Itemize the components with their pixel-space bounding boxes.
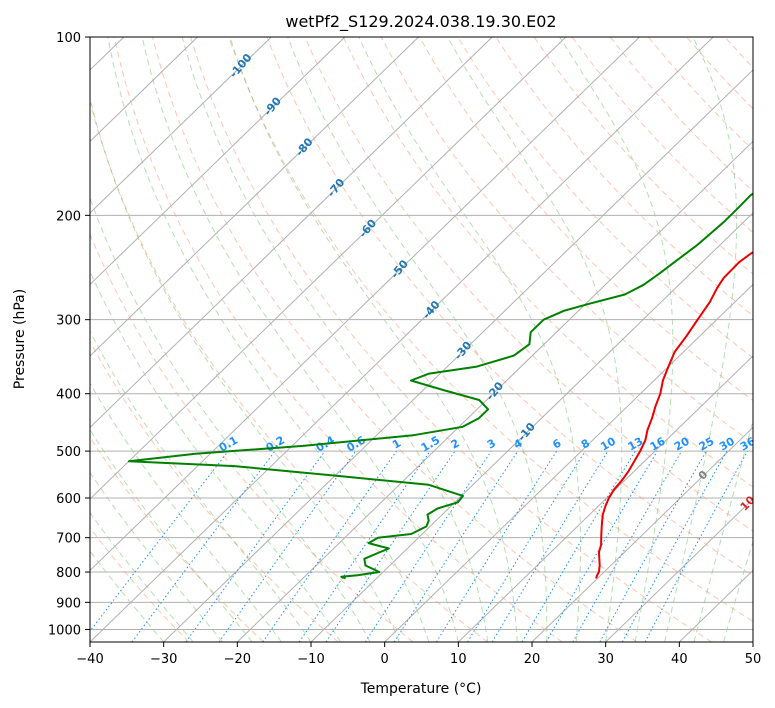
mixing-ratio-line xyxy=(644,450,749,642)
profile-lines xyxy=(127,192,753,580)
y-tick-label: 800 xyxy=(56,566,81,581)
mixing-ratio-label: 36 xyxy=(738,434,758,453)
dry-adiabat xyxy=(228,37,753,622)
moist-adiabat xyxy=(358,37,581,642)
isotherm-line xyxy=(90,37,493,429)
moist-adiabat xyxy=(141,37,459,642)
dry-adiabat xyxy=(495,37,753,317)
chart-title: wetPf2_S129.2024.038.19.30.E02 xyxy=(285,12,556,32)
y-tick-label: 200 xyxy=(56,209,81,224)
moist-adiabat xyxy=(723,539,753,642)
plot-frame xyxy=(89,36,754,643)
x-tick-label: −30 xyxy=(150,652,177,667)
moist-adiabat xyxy=(447,37,623,642)
y-axis-label: Pressure (hPa) xyxy=(12,289,28,389)
y-tick-label: 300 xyxy=(56,314,81,329)
moist-adiabat xyxy=(90,196,371,642)
moist-adiabat xyxy=(90,96,400,642)
mixing-ratio-line xyxy=(185,450,326,642)
x-tick-label: 30 xyxy=(597,652,614,667)
isotherm-line xyxy=(310,212,753,642)
dry-adiabat xyxy=(90,99,488,642)
dry-adiabat xyxy=(90,340,339,642)
isotherm-line xyxy=(90,37,346,286)
mixing-ratio-line xyxy=(599,450,707,642)
x-tick-label: 20 xyxy=(524,652,541,667)
y-tick-label: 600 xyxy=(56,492,81,507)
isotherm-line xyxy=(90,37,272,214)
mixing-ratio-line xyxy=(131,450,276,642)
mixing-ratio-line xyxy=(298,450,431,642)
y-tick-label: 900 xyxy=(56,596,81,611)
moist-adiabat xyxy=(90,330,312,642)
isotherm-line xyxy=(531,426,753,642)
dry-adiabat xyxy=(190,37,712,642)
mixing-ratio-line xyxy=(364,450,492,642)
dry-adiabat xyxy=(113,37,563,642)
x-tick-label: 0 xyxy=(381,652,389,667)
mixing-ratio-line xyxy=(262,450,397,642)
y-tick-label: 100 xyxy=(56,31,81,46)
mixing-ratio-line xyxy=(467,450,586,642)
x-tick-label: −10 xyxy=(297,652,324,667)
dry-adiabat xyxy=(304,37,753,532)
moist-adiabat xyxy=(90,471,223,642)
x-tick-label: 10 xyxy=(450,652,467,667)
y-tick-label: 400 xyxy=(56,388,81,403)
isotherm-line xyxy=(90,37,419,357)
x-axis: −40 −30 −20 −10 0 10 20 30 40 50 xyxy=(76,642,761,667)
isotherm-line xyxy=(90,37,640,572)
mixing-ratio-line xyxy=(393,450,519,642)
temperature-line xyxy=(595,251,753,579)
isotherm-line xyxy=(163,69,753,642)
background-lines xyxy=(90,37,753,642)
x-tick-label: 50 xyxy=(745,652,762,667)
mixing-ratio-line xyxy=(491,450,609,642)
dry-adiabat xyxy=(90,436,264,642)
mixing-ratio-line xyxy=(621,450,728,642)
isotherm-line xyxy=(90,37,714,642)
x-axis-label: Temperature (°C) xyxy=(360,681,482,697)
moist-adiabat xyxy=(664,37,738,642)
isotherm-line xyxy=(605,498,753,642)
mixing-ratio-line xyxy=(572,450,683,642)
moist-adiabat xyxy=(559,37,674,642)
dry-adiabat xyxy=(266,37,753,577)
isotherm-line xyxy=(236,140,753,642)
y-tick-label: 700 xyxy=(56,532,81,547)
moist-adiabat xyxy=(90,270,341,642)
x-tick-label: −40 xyxy=(76,652,103,667)
y-tick-label: 1000 xyxy=(48,623,81,638)
isotherm-line xyxy=(90,37,567,500)
isotherm-line xyxy=(384,283,753,642)
isotherm-line xyxy=(90,37,198,143)
moist-adiabat xyxy=(693,418,753,642)
mixing-ratio-line xyxy=(325,450,456,642)
dewpoint-line xyxy=(127,192,753,580)
moist-adiabat xyxy=(107,37,430,642)
x-tick-label: −20 xyxy=(224,652,251,667)
moist-adiabat xyxy=(229,37,518,642)
isotherm-line xyxy=(457,355,753,642)
y-tick-label: 500 xyxy=(56,445,81,460)
y-axis: 100 200 300 400 500 600 700 800 900 1000 xyxy=(48,31,90,638)
mixing-ratio-line xyxy=(218,450,357,642)
x-tick-label: 40 xyxy=(671,652,688,667)
